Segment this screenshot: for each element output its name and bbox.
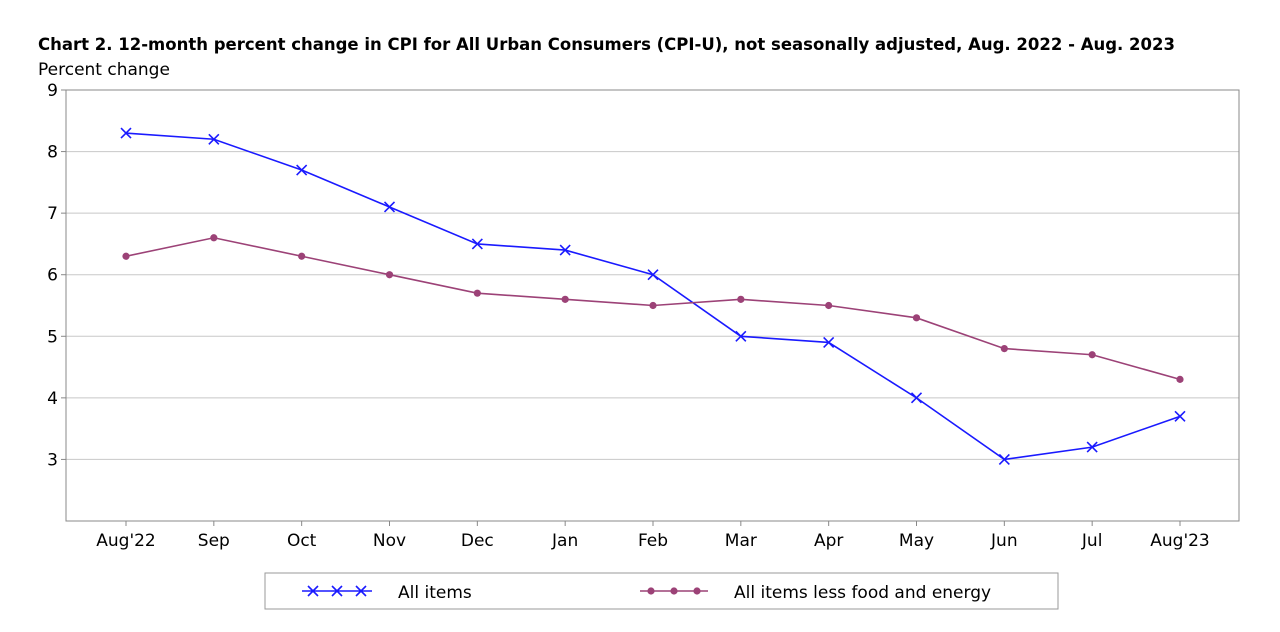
marker-stroke xyxy=(647,269,659,281)
marker-stroke xyxy=(1174,410,1186,422)
x-tick-label: Jan xyxy=(551,531,578,551)
legend-sample-all-items xyxy=(302,585,372,597)
data-point-all-items xyxy=(998,453,1010,465)
marker-stroke xyxy=(1086,441,1098,453)
legend-marker-all-items xyxy=(331,585,343,597)
x-axis-ticks: Aug'22 Sep Oct Nov Dec Jan Feb Mar Apr May Jun Jul A… xyxy=(96,521,1210,551)
data-point-core xyxy=(210,234,218,242)
data-point-all-items xyxy=(208,133,220,145)
y-axis-label: Percent change xyxy=(38,60,170,80)
data-point-all-items xyxy=(910,392,923,404)
data-point-all-items xyxy=(1174,410,1186,422)
chart-title: Chart 2. 12-month percent change in CPI … xyxy=(38,35,1175,54)
y-tick-label: 3 xyxy=(47,450,58,470)
x-tick-label: Aug'22 xyxy=(96,531,156,551)
legend: All items All items less food and energy xyxy=(264,572,1059,610)
marker-stroke xyxy=(910,392,923,404)
data-point-all-items xyxy=(823,336,835,349)
x-tick-label: Jul xyxy=(1081,531,1103,551)
marker-stroke xyxy=(998,453,1010,465)
x-tick-label: Jun xyxy=(990,531,1018,551)
x-tick-label: Nov xyxy=(373,531,406,551)
data-point-all-items xyxy=(296,164,308,176)
data-point-all-items xyxy=(120,127,132,139)
marker-stroke xyxy=(823,336,835,349)
marker-stroke xyxy=(355,585,367,597)
x-tick-label: Apr xyxy=(814,531,843,551)
marker-stroke xyxy=(383,201,396,213)
marker-stroke xyxy=(208,133,220,145)
data-point-all-items xyxy=(647,269,659,281)
data-point-core xyxy=(1176,375,1184,383)
x-tick-label: Feb xyxy=(638,531,668,551)
marker-stroke xyxy=(120,127,132,139)
series-core xyxy=(122,234,1184,383)
legend-sample-core xyxy=(640,587,708,595)
data-point-core xyxy=(912,314,921,322)
data-point-core xyxy=(473,289,481,297)
x-tick-label: Mar xyxy=(725,531,757,551)
y-tick-label: 4 xyxy=(47,389,58,409)
x-tick-label: Oct xyxy=(287,531,317,551)
y-tick-label: 7 xyxy=(47,204,58,224)
data-point-all-items xyxy=(735,330,747,342)
y-tick-label: 8 xyxy=(47,143,58,163)
y-tick-label: 9 xyxy=(47,81,58,101)
data-point-core xyxy=(298,252,306,260)
data-point-core xyxy=(1088,351,1096,359)
marker-stroke xyxy=(296,164,308,176)
x-tick-label: Dec xyxy=(461,531,494,551)
series-line-all-items xyxy=(125,132,1181,461)
y-tick-label: 6 xyxy=(47,266,58,286)
marker-stroke xyxy=(307,585,319,597)
legend-marker-all-items xyxy=(307,585,319,597)
marker-stroke xyxy=(471,238,483,250)
data-point-all-items xyxy=(383,201,396,213)
data-point-core xyxy=(737,295,745,303)
series-layer xyxy=(120,127,1186,465)
legend-marker-core xyxy=(647,587,655,595)
legend-marker-core xyxy=(670,587,678,595)
data-point-core xyxy=(561,295,569,303)
marker-stroke xyxy=(559,244,571,256)
data-point-all-items xyxy=(471,238,483,250)
data-point-core xyxy=(825,301,833,310)
x-tick-label: Aug'23 xyxy=(1150,531,1210,551)
y-tick-label: 5 xyxy=(47,327,58,347)
x-tick-label: May xyxy=(899,531,934,551)
data-point-core xyxy=(1000,345,1008,353)
legend-label-core: All items less food and energy xyxy=(734,583,991,603)
data-point-all-items xyxy=(1086,441,1098,453)
data-point-core xyxy=(385,271,394,279)
marker-stroke xyxy=(331,585,343,597)
legend-marker-core xyxy=(693,587,701,595)
data-point-core xyxy=(649,301,657,310)
data-point-all-items xyxy=(559,244,571,256)
series-all-items xyxy=(120,127,1186,465)
legend-label-all-items: All items xyxy=(398,583,472,603)
x-tick-label: Sep xyxy=(198,531,230,551)
data-point-core xyxy=(122,252,130,260)
marker-stroke xyxy=(735,330,747,342)
legend-marker-all-items xyxy=(355,585,367,597)
y-axis-ticks: 3 4 5 6 7 8 9 xyxy=(47,81,66,470)
